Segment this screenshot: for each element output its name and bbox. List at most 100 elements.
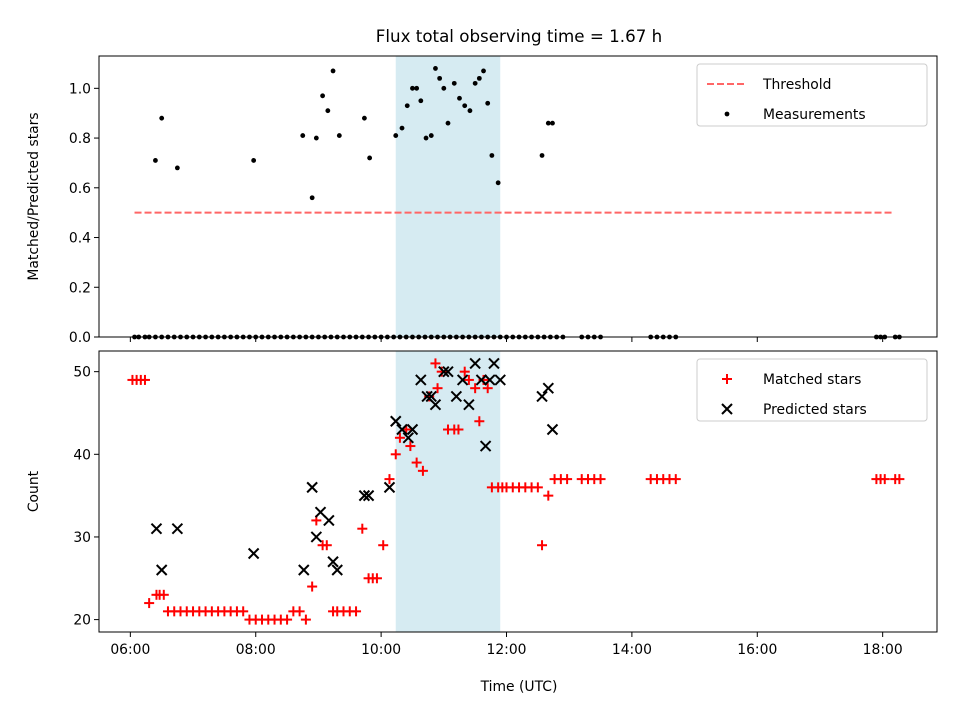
legend-predicted-swatch: [721, 403, 733, 415]
matched-star-marker: [394, 432, 405, 443]
matched-star-marker: [595, 474, 606, 485]
matched-star-marker: [459, 366, 470, 377]
marker-stroke: [421, 390, 433, 403]
predicted-star-marker: [358, 489, 371, 502]
measurement-point: [481, 68, 486, 74]
matched-star-marker: [405, 441, 416, 452]
predicted-star-marker: [327, 556, 339, 568]
legend-label: Threshold: [762, 77, 831, 93]
matched-star-marker: [432, 383, 443, 394]
marker-stroke: [479, 440, 492, 452]
measurement-point: [367, 155, 373, 161]
predicted-star-marker: [546, 423, 559, 436]
measurement-point: [476, 75, 482, 81]
matched-star-marker: [321, 540, 332, 551]
measurement-point: [441, 85, 447, 91]
marker-stroke: [442, 365, 454, 378]
legend-measurement-swatch: [724, 111, 730, 117]
highlight-span: [395, 351, 501, 632]
measurement-point: [159, 115, 165, 121]
matched-star-marker: [430, 358, 441, 369]
measurement-point: [309, 195, 315, 201]
legend-label: Predicted stars: [763, 402, 867, 418]
matched-star-marker: [139, 374, 150, 385]
matched-star-marker: [307, 581, 318, 592]
matched-star-marker: [894, 474, 905, 485]
measurement-point: [336, 133, 342, 138]
measurement-point: [495, 180, 501, 186]
matched-star-marker: [357, 523, 368, 534]
axes-frame: [98, 350, 938, 633]
measurement-point: [550, 120, 555, 126]
matched-star-marker: [470, 383, 481, 394]
x-tick-label: 10:00: [361, 642, 401, 658]
y-tick-label: 0.8: [69, 131, 91, 147]
marker-stroke: [155, 564, 168, 576]
marker-stroke: [488, 357, 500, 370]
marker-stroke: [536, 390, 548, 403]
matched-star-marker: [417, 465, 428, 476]
measurement-point: [320, 93, 326, 99]
marker-stroke: [415, 374, 427, 386]
marker-stroke: [425, 390, 437, 403]
matched-star-marker: [378, 540, 389, 551]
measurement-point: [393, 133, 399, 138]
matched-star-marker: [474, 416, 485, 427]
predicted-star-marker: [479, 440, 492, 452]
marker-stroke: [484, 374, 496, 386]
marker-stroke: [362, 489, 375, 502]
predicted-star-marker: [150, 522, 163, 535]
predicted-star-marker: [450, 390, 463, 403]
predicted-star-marker: [310, 531, 323, 543]
measurement-point: [153, 158, 158, 163]
predicted-star-marker: [475, 374, 488, 386]
legend-box: [696, 358, 928, 422]
marker-stroke: [171, 522, 184, 535]
x-axis-label: Time (UTC): [480, 679, 558, 695]
predicted-star-marker: [488, 357, 500, 370]
matched-star-marker: [351, 606, 362, 617]
measurement-point: [410, 85, 415, 91]
y-tick-label: 1.0: [69, 81, 91, 97]
matched-star-marker: [879, 474, 890, 485]
x-tick-label: 08:00: [236, 642, 276, 658]
marker-stroke: [406, 423, 419, 436]
predicted-star-marker: [494, 374, 506, 386]
legend-box: [696, 63, 928, 127]
marker-stroke: [358, 489, 371, 502]
predicted-star-marker: [463, 399, 475, 411]
marker-stroke: [402, 432, 414, 444]
predicted-star-marker: [155, 564, 168, 576]
predicted-star-marker: [171, 522, 184, 535]
legend-matched-swatch: [722, 374, 732, 384]
marker-stroke: [383, 481, 396, 494]
marker-stroke: [327, 556, 339, 568]
marker-stroke: [542, 382, 555, 394]
matched-star-marker: [537, 540, 548, 551]
predicted-star-marker: [429, 399, 442, 411]
measurement-point: [330, 68, 336, 74]
legend-label: Measurements: [763, 107, 866, 123]
predicted-star-marker: [536, 390, 548, 403]
measurement-point: [489, 153, 495, 158]
marker-stroke: [429, 399, 442, 411]
y-tick-label: 0.4: [69, 231, 91, 247]
matched-star-marker: [463, 374, 474, 385]
predicted-star-marker: [402, 432, 414, 444]
legend-label: Matched stars: [763, 372, 861, 388]
y-tick-label: 30: [73, 530, 91, 546]
predicted-star-marker: [438, 365, 450, 378]
measurement-point: [451, 80, 457, 86]
matched-star-marker: [482, 383, 493, 394]
predicted-star-marker: [390, 415, 402, 427]
measurement-point: [462, 103, 468, 109]
marker-stroke: [390, 415, 402, 427]
measurement-point: [428, 133, 434, 138]
matched-star-marker: [371, 573, 382, 584]
measurement-point: [457, 95, 462, 101]
y-tick-label: 50: [73, 365, 91, 381]
measurement-point: [399, 125, 405, 131]
matched-star-marker: [300, 614, 311, 625]
measurement-point: [433, 66, 438, 71]
marker-stroke: [247, 547, 260, 560]
